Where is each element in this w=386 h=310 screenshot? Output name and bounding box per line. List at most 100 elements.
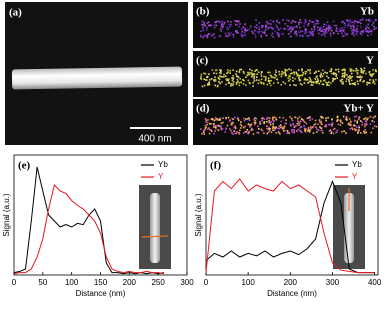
map-pixel [293,131,296,134]
map-pixel [335,73,338,76]
map-pixel [353,29,356,31]
map-pixel [331,80,334,83]
map-pixel [349,19,351,21]
map-pixel [204,127,207,129]
map-pixel [263,132,265,134]
map-pixel [237,119,240,121]
map-pixel [244,30,247,32]
map-pixel [339,124,342,126]
map-pixel [341,72,344,75]
map-pixel [238,71,241,73]
map-pixel [337,119,339,121]
map-pixel [325,125,328,128]
map-pixel [311,21,313,23]
panel-label: (e) [18,160,31,172]
map-pixel [341,32,343,35]
map-pixel [309,34,312,36]
map-pixel [265,24,267,27]
map-pixel [291,131,294,133]
map-pixel [310,84,313,86]
map-pixel [207,83,209,85]
map-pixel [267,77,270,80]
map-pixel [270,79,272,82]
map-pixel [276,32,279,34]
map-pixel [252,85,254,87]
map-pixel [214,21,217,24]
map-pixel [267,27,270,30]
map-pixel [220,127,223,129]
map-pixel [331,123,333,126]
map-pixel [213,123,215,126]
map-pixel [365,25,367,27]
map-pixel [368,27,370,30]
map-pixel [253,80,256,82]
map-pixel [311,31,314,33]
map-pixel [257,131,260,134]
map-pixel [316,128,318,130]
map-pixel [310,126,313,129]
map-pixel [278,22,281,24]
map-pixel [306,78,309,81]
map-pixel [208,73,210,75]
map-pixel [207,119,209,121]
map-pixel [349,68,351,70]
map-pixel [272,27,275,30]
map-pixel [263,83,265,85]
map-pixel [294,32,296,34]
map-pixel [304,28,307,30]
map-pixel [255,117,258,120]
map-pixel [319,75,321,77]
map-pixel [239,23,241,25]
map-pixels [200,18,378,135]
map-pixel [239,68,241,71]
map-pixel [301,74,303,77]
map-pixel [236,117,239,120]
panel-label: (f) [210,160,221,172]
map-pixel [375,27,377,29]
map-pixel [222,25,225,27]
legend-label: Yb [158,160,168,169]
map-pixel [288,74,290,77]
map-pixel [262,25,264,27]
map-pixel [218,35,220,37]
map-pixel [298,78,301,81]
map-pixel [315,81,318,84]
map-pixel [353,20,356,23]
map-pixel [355,115,358,118]
map-pixel [255,19,257,22]
map-pixel [246,118,249,120]
map-pixel [367,82,370,84]
map-pixel [294,31,297,33]
map-pixel [330,27,332,29]
map-pixel [273,116,276,119]
map-pixel [326,31,328,34]
element-label: Yb+ Y [343,103,374,115]
map-pixel [266,121,268,123]
map-pixel [258,128,260,130]
map-pixel [266,118,268,120]
panel-label: (a) [9,7,22,19]
map-pixel [355,28,357,31]
map-pixel [254,26,256,28]
map-pixel [214,125,217,127]
map-pixel [261,119,263,122]
map-pixel [207,33,210,35]
map-pixel [325,124,327,126]
map-pixel [253,76,255,78]
map-pixel [201,23,203,26]
map-pixel [320,121,322,123]
map-pixel [243,31,246,34]
map-pixel [336,77,338,79]
map-pixel [343,130,345,132]
map-pixel [287,80,290,82]
map-pixel [275,71,277,74]
map-pixel [276,33,279,36]
map-pixel [333,127,336,130]
map-pixel [320,76,322,79]
map-pixel [201,132,203,135]
map-pixel [242,132,245,134]
map-pixel [243,117,245,120]
map-pixel [290,35,292,38]
map-pixel [335,75,337,77]
map-pixel [322,132,324,134]
